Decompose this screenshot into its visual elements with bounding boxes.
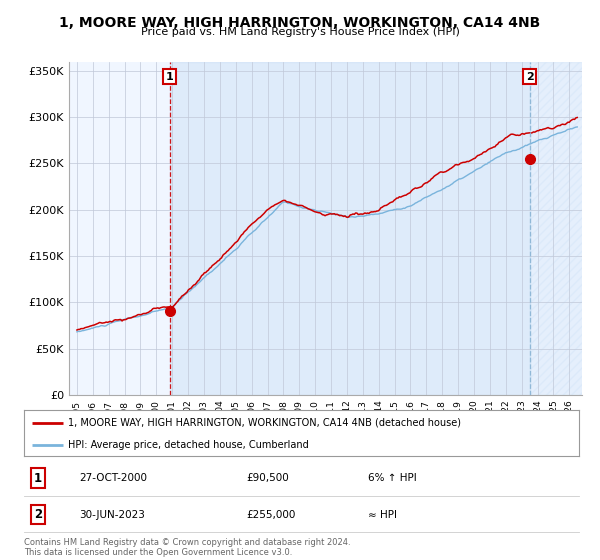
Bar	[170, 62, 530, 395]
Text: 30-JUN-2023: 30-JUN-2023	[79, 510, 145, 520]
Text: 1, MOORE WAY, HIGH HARRINGTON, WORKINGTON, CA14 4NB (detached house): 1, MOORE WAY, HIGH HARRINGTON, WORKINGTO…	[68, 418, 461, 428]
Text: ≈ HPI: ≈ HPI	[368, 510, 397, 520]
Text: Contains HM Land Registry data © Crown copyright and database right 2024.
This d: Contains HM Land Registry data © Crown c…	[24, 538, 350, 557]
Text: 27-OCT-2000: 27-OCT-2000	[79, 473, 148, 483]
Text: 6% ↑ HPI: 6% ↑ HPI	[368, 473, 417, 483]
Text: £255,000: £255,000	[246, 510, 295, 520]
Text: 1: 1	[34, 472, 42, 485]
Text: £90,500: £90,500	[246, 473, 289, 483]
Text: Price paid vs. HM Land Registry's House Price Index (HPI): Price paid vs. HM Land Registry's House …	[140, 27, 460, 37]
Text: 1, MOORE WAY, HIGH HARRINGTON, WORKINGTON, CA14 4NB: 1, MOORE WAY, HIGH HARRINGTON, WORKINGTO…	[59, 16, 541, 30]
Bar	[530, 62, 598, 395]
Text: 2: 2	[526, 72, 533, 82]
Text: HPI: Average price, detached house, Cumberland: HPI: Average price, detached house, Cumb…	[68, 440, 309, 450]
Text: 2: 2	[34, 508, 42, 521]
Text: 1: 1	[166, 72, 173, 82]
